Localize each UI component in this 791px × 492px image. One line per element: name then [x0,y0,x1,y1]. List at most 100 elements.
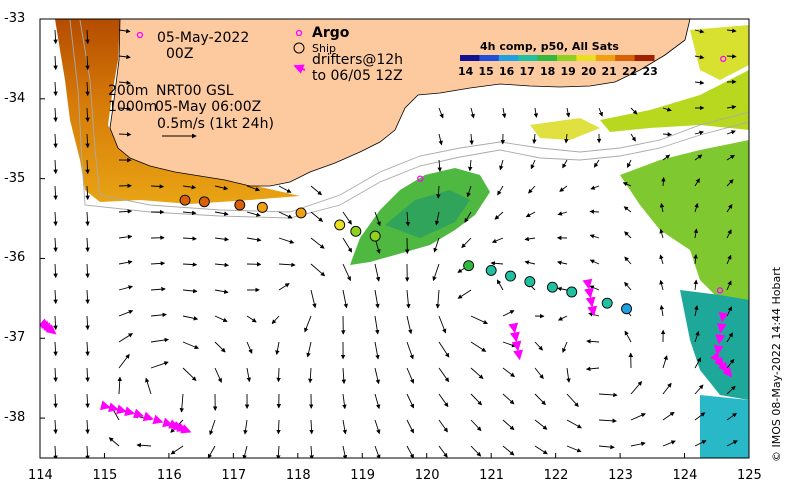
current-vector [661,176,666,187]
current-vector [694,330,700,343]
drifter-segment [587,305,598,317]
argo-legend-label: Argo [312,25,350,41]
current-vector [374,263,381,282]
current-vector [694,305,699,317]
current-vector [374,419,381,435]
drifter-segment [584,287,594,299]
current-vector [271,315,280,325]
current-vector [662,107,672,112]
x-tick-label: 117 [221,468,247,483]
drifter-segment [513,349,523,361]
current-vector [406,315,413,335]
current-vector [694,440,707,447]
current-vector [85,133,90,149]
ship-sst-point [524,276,536,288]
current-vector [438,315,447,334]
ship-sst-point [621,303,632,315]
drifter-segment [582,278,593,290]
current-vector [534,367,544,380]
sst-patch-east [620,140,749,300]
drifter-segment [124,406,136,417]
current-vector [246,185,261,192]
current-vector [304,315,312,333]
ship-sst-point [295,207,307,219]
current-vector [564,133,569,144]
current-vector [585,366,600,372]
current-vector [659,202,665,213]
current-vector [246,341,253,354]
current-vector [214,236,230,242]
product-time: 05-May 06:00Z [155,99,262,115]
y-tick-label: -37 [4,330,26,346]
current-vector [466,185,472,198]
drifter-legend-marker [293,64,306,74]
current-vector [276,445,281,458]
current-vector [306,341,312,358]
ship-legend-marker [293,42,305,54]
current-vector [726,130,736,135]
current-vector [726,28,737,33]
current-vector [433,237,440,253]
current-vector [557,211,568,216]
argo-float [720,55,727,63]
ship-sst-point [350,225,362,237]
colorbar-segment [576,55,597,61]
current-vector [659,254,664,265]
plot-frame [39,18,750,459]
current-vector [406,419,414,434]
current-vector [242,445,248,458]
current-vector [694,412,706,421]
ship-sst-point [256,201,268,213]
x-tick-label: 122 [543,468,569,483]
current-vector [438,341,450,358]
velocity-scale-label: 0.5m/s (1kt 24h) [157,116,274,132]
current-vector [405,211,411,227]
current-vector [406,393,414,409]
current-vector [470,367,484,380]
current-vector [406,445,414,458]
current-vector [502,310,515,317]
argo-float [716,287,724,294]
current-vector [243,419,248,435]
current-vector [145,377,152,395]
current-vector [85,315,90,331]
current-vector [470,445,482,457]
current-vector [276,367,281,383]
current-vector [53,289,58,305]
drifter-segment [509,331,520,343]
x-tick-label: 119 [350,468,376,483]
current-vector [534,419,548,430]
current-vector [150,286,166,292]
x-tick-label: 120 [414,468,440,483]
current-vector [624,330,632,343]
current-vector [374,393,381,410]
current-vector [310,211,324,222]
current-vector [278,211,293,219]
colorbar-segment [460,55,480,61]
current-vector [630,107,638,115]
drifter-segment [152,414,164,425]
colorbar-tick-label: 21 [601,65,617,78]
current-vector [246,367,251,383]
current-vector [438,133,443,146]
current-vector [85,263,90,279]
colorbar-tick-label: 22 [622,65,638,78]
current-vector [566,445,582,453]
ship-sst-point [369,230,381,242]
current-vector [693,253,698,265]
current-vector [310,185,323,196]
argo-floats [136,31,727,294]
current-vector [150,184,165,189]
current-vector [118,54,131,60]
current-vector [622,182,632,187]
current-vector [627,159,632,168]
current-vector [53,367,58,383]
current-vector [470,107,475,119]
argo-legend-marker [295,29,303,37]
current-vector [524,260,536,265]
current-vector [342,445,348,458]
current-vector [557,286,568,292]
current-vector [726,54,737,59]
current-vector [118,80,132,86]
current-vector [118,106,132,111]
